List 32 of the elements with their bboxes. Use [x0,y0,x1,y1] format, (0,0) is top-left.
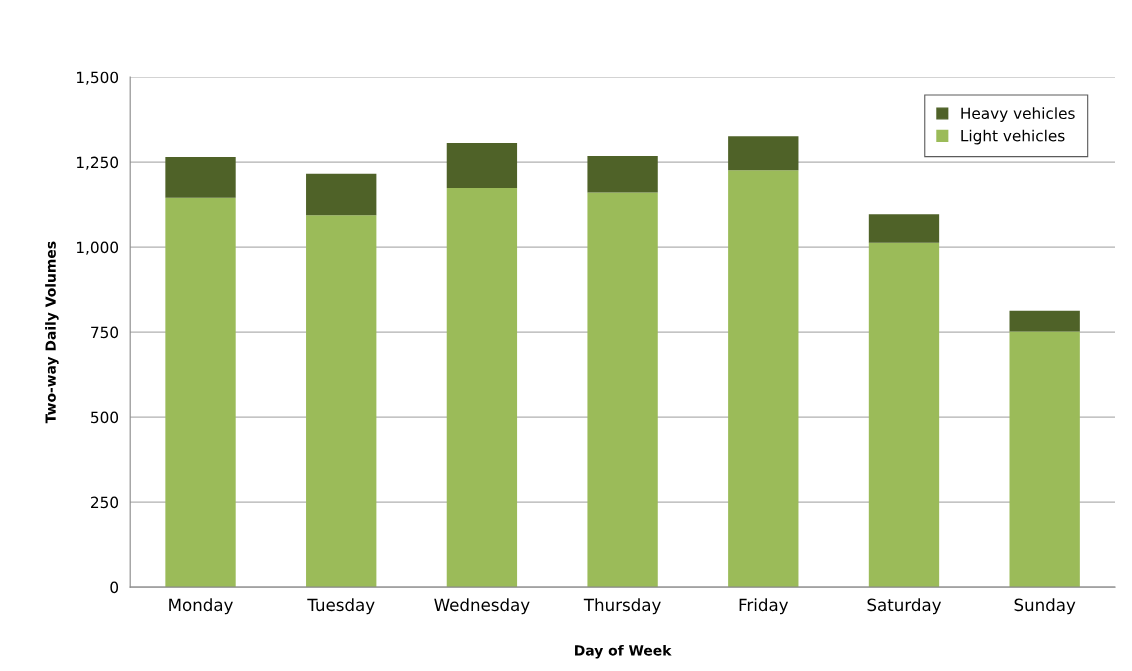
y-tick-label: 1,250 [77,156,119,170]
legend-label: Light vehicles [961,129,1065,145]
y-tick-label: 1,000 [77,241,119,255]
x-tick-label: Saturday [867,598,942,615]
bar [868,242,940,588]
y-axis-title: Two-way Daily Volumes [45,241,59,424]
x-tick-label: Friday [739,598,789,615]
x-axis-title: Day of Week [575,644,672,659]
y-tick-label: 500 [91,411,119,424]
bar [1009,331,1080,588]
y-tick-label: 0 [110,581,119,594]
bar [587,192,658,588]
x-tick-label: Wednesday [434,598,530,615]
y-tick-label: 1,500 [77,71,119,85]
x-tick-label: Monday [169,598,233,615]
x-tick-label: Thursday [583,598,661,615]
bar [306,173,377,216]
bar [306,215,377,588]
y-tick-label: 250 [91,496,119,509]
bar [587,156,658,193]
y-tick-label: 750 [91,326,119,339]
bar [728,170,799,588]
bar [446,143,518,188]
bar [1009,310,1080,332]
x-tick-label: Sunday [1014,598,1076,615]
bar [165,157,236,198]
legend-label: Heavy vehicles [961,107,1075,123]
bar [868,214,940,243]
bar [446,188,518,588]
x-tick-label: Tuesday [307,598,375,615]
bar [165,197,236,588]
bar [728,136,799,171]
